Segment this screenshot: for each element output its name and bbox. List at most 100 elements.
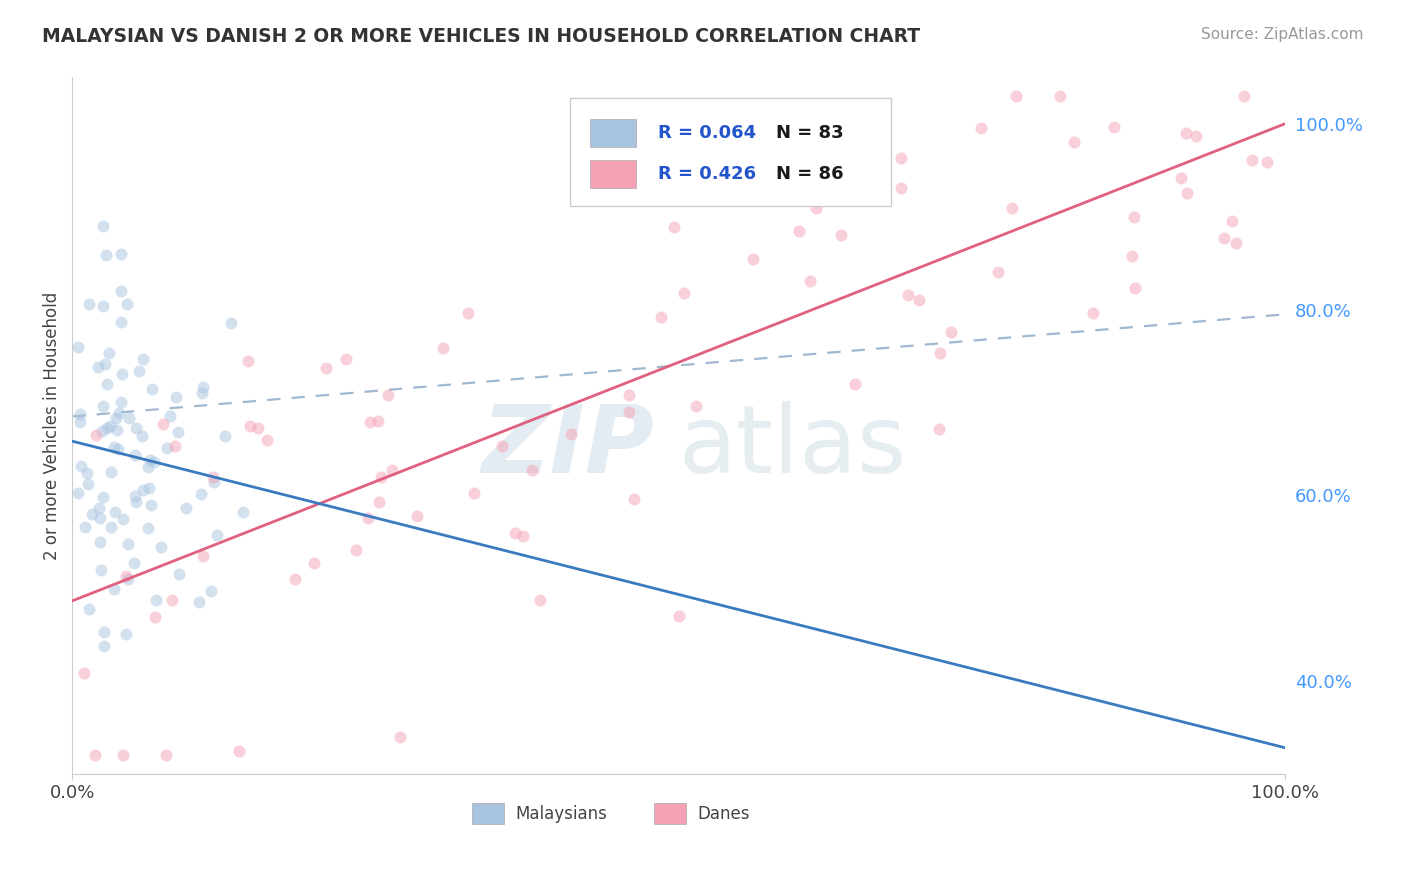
Point [103, 441, 125, 455]
Point [830, 227, 852, 242]
Point [346, 543, 368, 558]
Text: MALAYSIAN VS DANISH 2 OR MORE VEHICLES IN HOUSEHOLD CORRELATION CHART: MALAYSIAN VS DANISH 2 OR MORE VEHICLES I… [42, 27, 921, 45]
Point [169, 566, 191, 581]
Point [110, 394, 132, 409]
Point [142, 455, 165, 469]
Point [302, 557, 325, 571]
Point [98, 419, 121, 434]
Point [110, 247, 132, 261]
Point [105, 424, 128, 438]
Point [205, 528, 228, 542]
Point [368, 495, 391, 509]
Point [1213, 231, 1236, 245]
Point [77, 477, 100, 491]
Point [672, 286, 695, 301]
Point [662, 219, 685, 234]
Point [751, 186, 773, 201]
Point [73, 665, 96, 680]
Point [529, 593, 551, 607]
Point [890, 181, 912, 195]
Bar [654, 804, 686, 824]
Point [617, 405, 640, 419]
Point [247, 421, 270, 435]
Point [174, 501, 197, 516]
Point [491, 439, 513, 453]
Point [138, 482, 160, 496]
Point [228, 744, 250, 758]
Text: Malaysians: Malaysians [515, 805, 607, 822]
Point [117, 572, 139, 586]
Point [104, 411, 127, 425]
Point [890, 151, 912, 165]
Point [741, 252, 763, 266]
Point [82, 508, 104, 522]
Point [335, 352, 357, 367]
Point [117, 536, 139, 550]
Point [799, 274, 821, 288]
Point [69, 415, 91, 429]
Text: R = 0.426: R = 0.426 [658, 164, 756, 183]
Point [201, 470, 224, 484]
Point [617, 388, 640, 402]
Point [1225, 235, 1247, 250]
Point [160, 593, 183, 607]
Point [93, 624, 115, 639]
Point [155, 748, 177, 763]
Point [357, 510, 380, 524]
Point [191, 380, 214, 394]
Point [1049, 89, 1071, 103]
Point [1123, 281, 1146, 295]
Point [67, 486, 90, 500]
Point [149, 540, 172, 554]
Point [156, 441, 179, 455]
Point [111, 511, 134, 525]
Point [165, 390, 187, 404]
Point [1081, 306, 1104, 320]
Point [108, 406, 131, 420]
Point [191, 385, 214, 400]
Point [789, 224, 811, 238]
Point [202, 475, 225, 489]
Point [96, 248, 118, 262]
Point [256, 433, 278, 447]
Point [111, 367, 134, 381]
Point [76, 467, 98, 481]
Point [91, 424, 114, 438]
Point [115, 626, 138, 640]
Point [167, 425, 190, 439]
Text: atlas: atlas [679, 401, 907, 492]
Point [79, 297, 101, 311]
Bar [591, 120, 637, 147]
Point [1004, 89, 1026, 103]
Point [70, 458, 93, 473]
Point [87, 360, 110, 375]
Point [1102, 120, 1125, 134]
Point [1175, 186, 1198, 200]
Point [928, 422, 950, 436]
Point [124, 448, 146, 462]
Point [1063, 135, 1085, 149]
Point [139, 452, 162, 467]
Point [1233, 89, 1256, 103]
Text: ZIP: ZIP [482, 401, 654, 492]
Point [1185, 128, 1208, 143]
Point [685, 400, 707, 414]
Point [100, 520, 122, 534]
Point [91, 490, 114, 504]
Point [90, 563, 112, 577]
Point [110, 315, 132, 329]
Point [1220, 214, 1243, 228]
Point [131, 429, 153, 443]
Point [970, 121, 993, 136]
Point [87, 501, 110, 516]
Point [110, 284, 132, 298]
Point [132, 351, 155, 366]
Point [91, 299, 114, 313]
Point [67, 340, 90, 354]
Point [1121, 249, 1143, 263]
Point [124, 489, 146, 503]
Point [91, 219, 114, 233]
Point [987, 265, 1010, 279]
Point [122, 556, 145, 570]
Point [111, 748, 134, 763]
